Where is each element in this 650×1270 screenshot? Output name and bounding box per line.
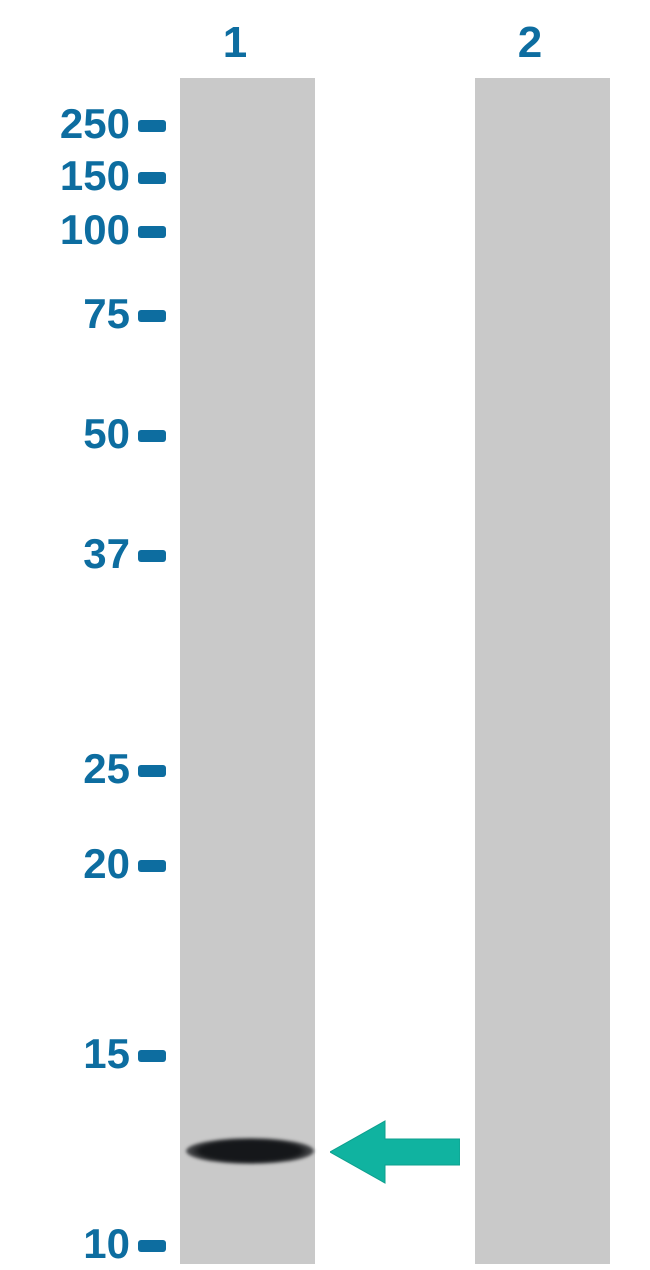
western-blot-figure: 1 2 250150 100 75 50 37 25 20 15 10	[0, 0, 650, 1270]
mw-tick-50	[138, 430, 166, 442]
mw-tick-25	[138, 765, 166, 777]
lane-1	[180, 78, 315, 1264]
protein-band	[186, 1138, 314, 1164]
lane-1-header: 1	[205, 18, 265, 68]
mw-label-100: 100	[60, 206, 130, 254]
mw-tick-75	[138, 310, 166, 322]
mw-tick-150	[138, 172, 166, 184]
mw-label-250: 250	[60, 100, 130, 148]
mw-tick-100	[138, 226, 166, 238]
mw-tick-15	[138, 1050, 166, 1062]
mw-label-75: 75	[83, 290, 130, 338]
lane-2-header: 2	[500, 18, 560, 68]
mw-label-15: 15	[83, 1030, 130, 1078]
mw-tick-20	[138, 860, 166, 872]
mw-label-37: 37	[83, 530, 130, 578]
mw-label-50: 50	[83, 410, 130, 458]
mw-tick-37	[138, 550, 166, 562]
lane-2	[475, 78, 610, 1264]
mw-tick-10	[138, 1240, 166, 1252]
mw-tick-250	[138, 120, 166, 132]
band-indicator-arrow	[330, 1117, 460, 1187]
mw-label-25: 25	[83, 745, 130, 793]
mw-label-20: 20	[83, 840, 130, 888]
mw-label-150: 150	[60, 152, 130, 200]
arrow-polygon	[330, 1121, 460, 1183]
mw-label-10: 10	[83, 1220, 130, 1268]
